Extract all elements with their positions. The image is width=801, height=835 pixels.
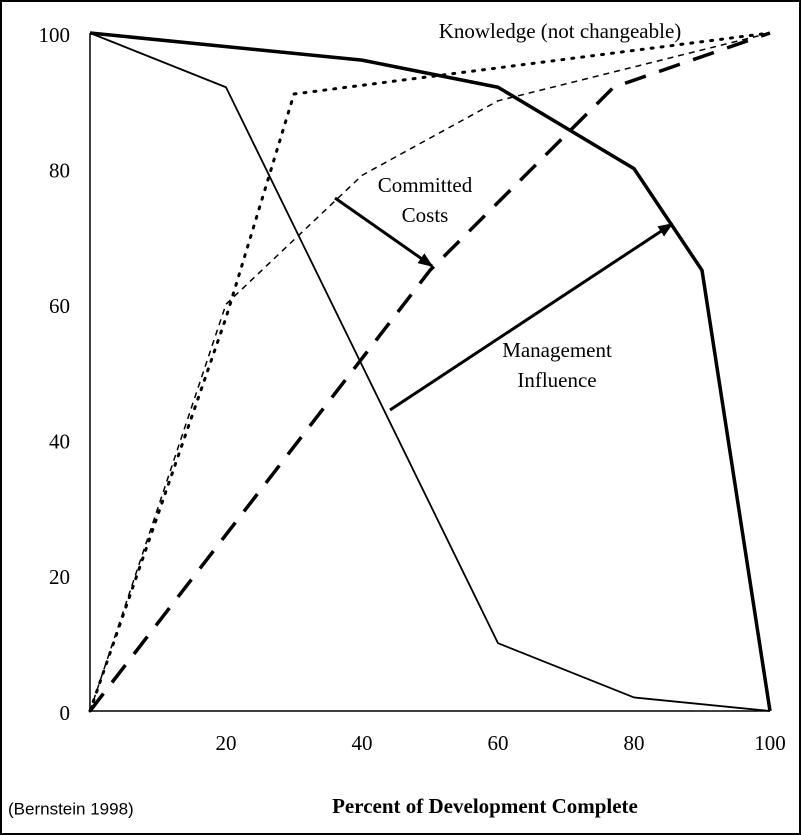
arrow	[389, 222, 674, 412]
series-line	[89, 31, 772, 712]
source: (Bernstein 1998)	[8, 799, 134, 818]
annotation: Costs	[402, 203, 449, 227]
y-tick-label: 60	[49, 294, 70, 318]
annotation: Influence	[517, 368, 596, 392]
series-line	[88, 31, 772, 713]
x-tick-label: 40	[352, 731, 373, 755]
annotation: Committed	[378, 173, 473, 197]
x-tick-label: 80	[624, 731, 645, 755]
x-axis-label: Percent of Development Complete	[332, 794, 638, 818]
y-tick-label: 100	[39, 23, 71, 47]
x-tick-label: 60	[488, 731, 509, 755]
series-line	[89, 32, 771, 712]
annotation: Knowledge (not changeable)	[439, 19, 682, 43]
series-line	[88, 31, 771, 713]
x-tick-label: 100	[754, 731, 786, 755]
arrow	[334, 196, 434, 268]
y-tick-label: 80	[49, 158, 70, 182]
series-line	[89, 32, 771, 712]
y-tick-label: 0	[60, 701, 71, 725]
y-tick-label: 20	[49, 565, 70, 589]
y-tick-label: 40	[49, 430, 70, 454]
annotation: Management	[502, 338, 612, 362]
x-tick-label: 20	[216, 731, 237, 755]
